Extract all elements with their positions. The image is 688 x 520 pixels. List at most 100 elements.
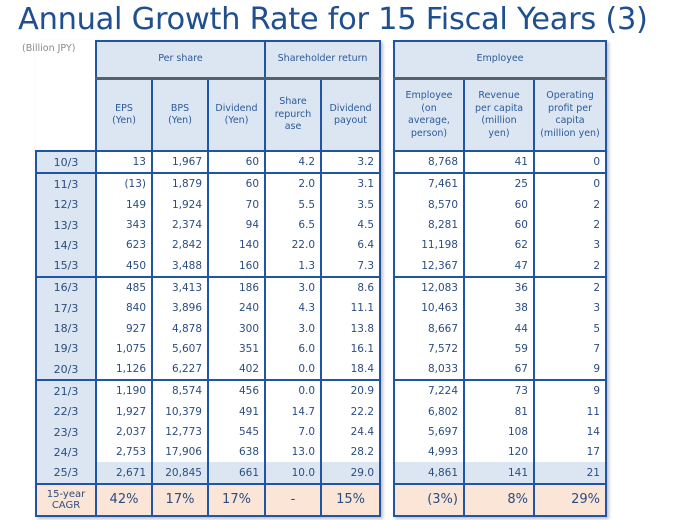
empty-corner bbox=[36, 41, 96, 79]
value-cell: 6,227 bbox=[151, 358, 209, 382]
value-cell: 7 bbox=[533, 338, 607, 359]
value-cell: 24.4 bbox=[320, 421, 382, 443]
value-cell: 1,924 bbox=[151, 194, 209, 215]
value-cell: 6.4 bbox=[320, 235, 382, 256]
value-cell: 28.2 bbox=[320, 442, 382, 463]
table-row: 11/3 (13) 1,879 60 2.0 3.1 bbox=[35, 172, 382, 195]
table-row: 13/3 343 2,374 94 6.5 4.5 bbox=[35, 214, 382, 236]
value-cell: 6.5 bbox=[264, 214, 323, 236]
value-cell: 6.0 bbox=[264, 338, 323, 359]
value-cell: 4.2 bbox=[264, 149, 323, 175]
value-cell: 2,842 bbox=[151, 235, 209, 256]
value-cell: 16.1 bbox=[320, 338, 382, 359]
table-row: 21/3 1,190 8,574 456 0.0 20.9 bbox=[35, 379, 382, 402]
value-cell: 402 bbox=[206, 358, 267, 382]
fiscal-year-cell: 24/3 bbox=[35, 442, 97, 463]
value-cell: 3,896 bbox=[151, 298, 209, 319]
table-row: 12,367 47 2 bbox=[393, 255, 607, 278]
table-row: 16/3 485 3,413 186 3.0 8.6 bbox=[35, 275, 382, 299]
value-cell: 0 bbox=[533, 172, 607, 195]
value-cell: 60 bbox=[206, 172, 267, 195]
value-cell: 108 bbox=[463, 421, 535, 443]
fiscal-year-cell: 13/3 bbox=[35, 214, 97, 236]
value-cell: 10,379 bbox=[151, 401, 209, 422]
value-cell: 149 bbox=[95, 194, 153, 215]
value-cell: 11,198 bbox=[393, 235, 465, 256]
value-cell: 2,037 bbox=[95, 421, 153, 443]
value-cell: 160 bbox=[206, 255, 267, 278]
col-header-employee-count: Employee (on average, person) bbox=[393, 78, 465, 152]
value-cell: 7,572 bbox=[393, 338, 465, 359]
value-cell: 2,374 bbox=[151, 214, 209, 236]
value-cell: 12,367 bbox=[393, 255, 465, 278]
table-row: 23/3 2,037 12,773 545 7.0 24.4 bbox=[35, 421, 382, 443]
table-row: 22/3 1,927 10,379 491 14.7 22.2 bbox=[35, 401, 382, 422]
value-cell: 0.0 bbox=[264, 358, 323, 382]
page-title: Annual Growth Rate for 15 Fiscal Years (… bbox=[18, 2, 648, 37]
employee-table: Employee Employee (on average, person) R… bbox=[393, 40, 607, 517]
table-row: 10/3 13 1,967 60 4.2 3.2 bbox=[35, 149, 382, 175]
value-cell: 8.6 bbox=[320, 275, 382, 299]
value-cell: 4.5 bbox=[320, 214, 382, 236]
value-cell: 6,802 bbox=[393, 401, 465, 422]
value-cell: 67 bbox=[463, 358, 535, 382]
value-cell: 2 bbox=[533, 275, 607, 299]
value-cell: 1,126 bbox=[95, 358, 153, 382]
value-cell: 4,993 bbox=[393, 442, 465, 463]
value-cell: 120 bbox=[463, 442, 535, 463]
value-cell: 343 bbox=[95, 214, 153, 236]
col-header-eps: EPS (Yen) bbox=[95, 78, 153, 152]
value-cell: 12,773 bbox=[151, 421, 209, 443]
col-header-dividend: Dividend (Yen) bbox=[206, 78, 267, 152]
value-cell: 7.3 bbox=[320, 255, 382, 278]
value-cell: 0.0 bbox=[264, 379, 323, 402]
value-cell: 3,488 bbox=[151, 255, 209, 278]
value-cell: 7.0 bbox=[264, 421, 323, 443]
value-cell: 9 bbox=[533, 358, 607, 382]
value-cell: 0 bbox=[533, 149, 607, 175]
value-cell: 240 bbox=[206, 298, 267, 319]
value-cell: 5.5 bbox=[264, 194, 323, 215]
cagr-value: 42% bbox=[95, 482, 153, 517]
fiscal-year-cell: 12/3 bbox=[35, 194, 97, 215]
value-cell: 4,861 bbox=[393, 462, 465, 484]
value-cell: 12,083 bbox=[393, 275, 465, 299]
value-cell: 60 bbox=[463, 194, 535, 215]
value-cell: 13 bbox=[95, 149, 153, 175]
value-cell: 22.0 bbox=[264, 235, 323, 256]
value-cell: 36 bbox=[463, 275, 535, 299]
table-row: 20/3 1,126 6,227 402 0.0 18.4 bbox=[35, 358, 382, 382]
value-cell: 18.4 bbox=[320, 358, 382, 382]
fiscal-year-cell: 22/3 bbox=[35, 401, 97, 422]
value-cell: 545 bbox=[206, 421, 267, 443]
value-cell: 3.1 bbox=[320, 172, 382, 195]
value-cell: 17,906 bbox=[151, 442, 209, 463]
value-cell: 7,224 bbox=[393, 379, 465, 402]
group-header-employee: Employee bbox=[393, 40, 607, 80]
table-row: 19/3 1,075 5,607 351 6.0 16.1 bbox=[35, 338, 382, 359]
table-row: 25/3 2,671 20,845 661 10.0 29.0 bbox=[35, 462, 382, 484]
fiscal-year-cell: 10/3 bbox=[35, 149, 97, 175]
value-cell: 5,697 bbox=[393, 421, 465, 443]
table-row: 8,570 60 2 bbox=[393, 194, 607, 215]
value-cell: 38 bbox=[463, 298, 535, 319]
table-row: 18/3 927 4,878 300 3.0 13.8 bbox=[35, 318, 382, 339]
table-row: 8,033 67 9 bbox=[393, 358, 607, 382]
value-cell: 44 bbox=[463, 318, 535, 339]
value-cell: 4.3 bbox=[264, 298, 323, 319]
value-cell: 456 bbox=[206, 379, 267, 402]
value-cell: 11 bbox=[533, 401, 607, 422]
cagr-value: - bbox=[264, 482, 323, 517]
value-cell: 141 bbox=[463, 462, 535, 484]
value-cell: 59 bbox=[463, 338, 535, 359]
cagr-value: 15% bbox=[320, 482, 382, 517]
value-cell: 9 bbox=[533, 379, 607, 402]
fiscal-year-cell: 17/3 bbox=[35, 298, 97, 319]
value-cell: 927 bbox=[95, 318, 153, 339]
fiscal-year-cell: 20/3 bbox=[35, 358, 97, 382]
value-cell: 8,667 bbox=[393, 318, 465, 339]
value-cell: 7,461 bbox=[393, 172, 465, 195]
table-row: 5,697 108 14 bbox=[393, 421, 607, 443]
value-cell: 8,574 bbox=[151, 379, 209, 402]
value-cell: 1.3 bbox=[264, 255, 323, 278]
